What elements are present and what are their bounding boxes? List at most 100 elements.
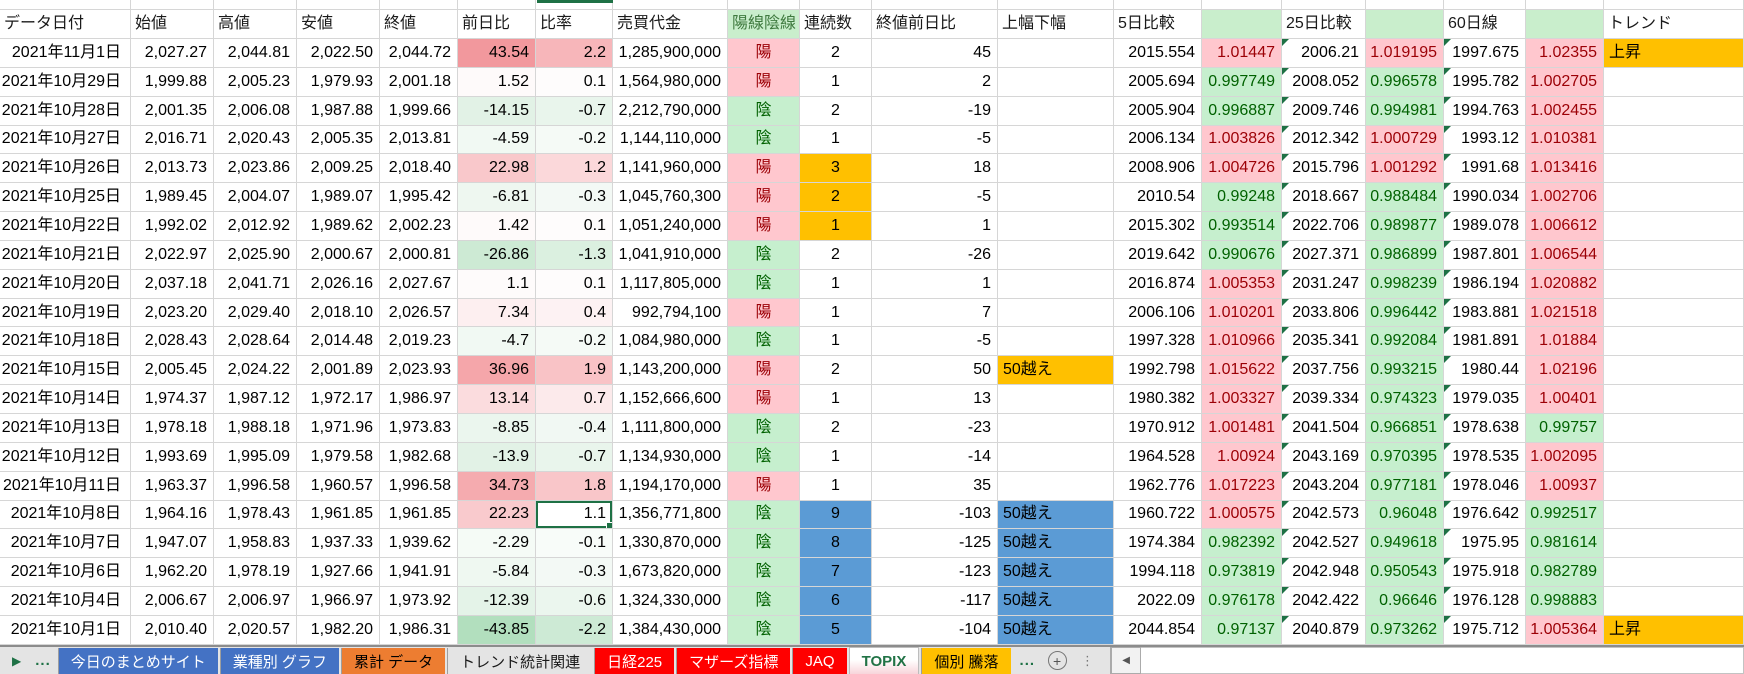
column-header-ratio_25d[interactable] bbox=[1366, 10, 1444, 39]
scroll-left-button[interactable]: ◀ bbox=[1111, 647, 1142, 674]
cell-chg[interactable]: -2.29 bbox=[458, 529, 536, 559]
cell-candle[interactable]: 陰 bbox=[728, 327, 800, 357]
cell-high[interactable]: 2,028.64 bbox=[214, 327, 297, 357]
cell-trend[interactable] bbox=[1604, 240, 1744, 270]
column-header-date[interactable]: データ日付 bbox=[0, 10, 131, 39]
cell-d25[interactable]: 2027.371 bbox=[1282, 240, 1366, 270]
cell-candle[interactable]: 陰 bbox=[728, 442, 800, 472]
cell-streak[interactable]: 1 bbox=[800, 212, 872, 241]
cell-candle[interactable]: 陰 bbox=[728, 500, 800, 530]
cell-streak[interactable]: 2 bbox=[800, 96, 872, 126]
cell-high[interactable]: 2,012.92 bbox=[214, 212, 297, 241]
cell-low[interactable]: 1,989.62 bbox=[297, 212, 380, 241]
cell-flag[interactable]: 50越え bbox=[998, 558, 1114, 588]
cell-d60[interactable]: 1980.44 bbox=[1444, 356, 1526, 386]
cell-d60[interactable]: 1976.642 bbox=[1444, 500, 1526, 530]
cell-low[interactable]: 2,018.10 bbox=[297, 298, 380, 328]
cell-value[interactable]: 2,212,790,000 bbox=[613, 96, 728, 126]
column-header-range_flag[interactable]: 上幅下幅 bbox=[998, 10, 1114, 39]
cell-close_chg[interactable]: -125 bbox=[872, 529, 998, 559]
cell-chg[interactable]: -6.81 bbox=[458, 183, 536, 213]
cell-r5[interactable]: 1.000575 bbox=[1202, 500, 1282, 530]
cell-date[interactable]: 2021年10月13日 bbox=[0, 413, 131, 443]
cell-value[interactable]: 1,285,900,000 bbox=[613, 39, 728, 68]
cell-date[interactable]: 2021年10月27日 bbox=[0, 125, 131, 155]
cell-pct[interactable]: 0.1 bbox=[536, 212, 613, 241]
cell-r25[interactable]: 0.992084 bbox=[1366, 327, 1444, 357]
cell-open[interactable]: 1,962.20 bbox=[131, 558, 214, 588]
column-header-open[interactable]: 始値 bbox=[131, 10, 214, 39]
cell-value[interactable]: 1,194,170,000 bbox=[613, 471, 728, 501]
cell-d5[interactable]: 2006.106 bbox=[1114, 298, 1202, 328]
cell-r60[interactable]: 1.002095 bbox=[1526, 442, 1604, 472]
cell-d5[interactable]: 1964.528 bbox=[1114, 442, 1202, 472]
cell-date[interactable]: 2021年10月18日 bbox=[0, 327, 131, 357]
cell-pct[interactable]: 1.8 bbox=[536, 471, 613, 501]
cell-r25[interactable]: 0.989877 bbox=[1366, 212, 1444, 241]
cell-r5[interactable]: 1.010201 bbox=[1202, 298, 1282, 328]
cell-r60[interactable]: 1.006544 bbox=[1526, 240, 1604, 270]
cell-date[interactable]: 2021年10月8日 bbox=[0, 500, 131, 530]
cell-streak[interactable]: 1 bbox=[800, 298, 872, 328]
cell-pct[interactable]: -0.7 bbox=[536, 442, 613, 472]
cell-d60[interactable]: 1986.194 bbox=[1444, 269, 1526, 299]
cell-date[interactable]: 2021年10月19日 bbox=[0, 298, 131, 328]
cell-streak[interactable]: 2 bbox=[800, 240, 872, 270]
cell-high[interactable]: 2,006.08 bbox=[214, 96, 297, 126]
cell-close[interactable]: 2,000.81 bbox=[380, 240, 458, 270]
cell-high[interactable]: 2,020.43 bbox=[214, 125, 297, 155]
cell-open[interactable]: 2,010.40 bbox=[131, 615, 214, 645]
cell-open[interactable]: 2,028.43 bbox=[131, 327, 214, 357]
cell-streak[interactable]: 2 bbox=[800, 356, 872, 386]
cell-close[interactable]: 1,939.62 bbox=[380, 529, 458, 559]
cell-open[interactable]: 2,016.71 bbox=[131, 125, 214, 155]
cell-d60[interactable]: 1975.712 bbox=[1444, 615, 1526, 645]
cell-streak[interactable]: 8 bbox=[800, 529, 872, 559]
cell-low[interactable]: 2,014.48 bbox=[297, 327, 380, 357]
cell-pct[interactable]: -0.3 bbox=[536, 558, 613, 588]
cell-chg[interactable]: -8.85 bbox=[458, 413, 536, 443]
cell-flag[interactable] bbox=[998, 183, 1114, 213]
cell-high[interactable]: 1,995.09 bbox=[214, 442, 297, 472]
cell-r60[interactable]: 1.020882 bbox=[1526, 269, 1604, 299]
cell-date[interactable]: 2021年10月21日 bbox=[0, 240, 131, 270]
cell-d25[interactable]: 2018.667 bbox=[1282, 183, 1366, 213]
column-header-close_change[interactable]: 終値前日比 bbox=[872, 10, 998, 39]
cell-r5[interactable]: 1.015622 bbox=[1202, 356, 1282, 386]
kebab-menu-icon[interactable]: ⋮ bbox=[1081, 652, 1095, 668]
cell-trend[interactable] bbox=[1604, 587, 1744, 616]
cell-r5[interactable]: 0.996887 bbox=[1202, 96, 1282, 126]
cell-close[interactable]: 1,973.92 bbox=[380, 587, 458, 616]
cell-pct[interactable]: 0.1 bbox=[536, 269, 613, 299]
cell-chg[interactable]: 1.52 bbox=[458, 67, 536, 97]
cell-high[interactable]: 2,006.97 bbox=[214, 587, 297, 616]
cell-value[interactable]: 1,384,430,000 bbox=[613, 615, 728, 645]
sheet-tab-individual-updown[interactable]: 個別 騰落 bbox=[921, 648, 1011, 674]
cell-d60[interactable]: 1991.68 bbox=[1444, 154, 1526, 184]
cell-flag[interactable] bbox=[998, 67, 1114, 97]
cell-value[interactable]: 1,330,870,000 bbox=[613, 529, 728, 559]
cell-r60[interactable]: 1.00401 bbox=[1526, 385, 1604, 414]
cell-d5[interactable]: 1992.798 bbox=[1114, 356, 1202, 386]
cell-pct[interactable]: -0.4 bbox=[536, 413, 613, 443]
cell-chg[interactable]: -4.7 bbox=[458, 327, 536, 357]
cell-candle[interactable]: 陰 bbox=[728, 413, 800, 443]
cell-pct[interactable]: -0.2 bbox=[536, 125, 613, 155]
cell-r5[interactable]: 0.99248 bbox=[1202, 183, 1282, 213]
cell-d25[interactable]: 2008.052 bbox=[1282, 67, 1366, 97]
cell-open[interactable]: 2,013.73 bbox=[131, 154, 214, 184]
cell-trend[interactable] bbox=[1604, 327, 1744, 357]
cell-high[interactable]: 1,988.18 bbox=[214, 413, 297, 443]
cell-r25[interactable]: 0.966851 bbox=[1366, 413, 1444, 443]
cell-low[interactable]: 1,971.96 bbox=[297, 413, 380, 443]
cell-close_chg[interactable]: 13 bbox=[872, 385, 998, 414]
cell-trend[interactable]: 上昇 bbox=[1604, 615, 1744, 645]
cell-open[interactable]: 1,964.16 bbox=[131, 500, 214, 530]
column-header-compare_25d[interactable]: 25日比較 bbox=[1282, 10, 1366, 39]
cell-value[interactable]: 1,084,980,000 bbox=[613, 327, 728, 357]
cell-close_chg[interactable]: -26 bbox=[872, 240, 998, 270]
cell-high[interactable]: 2,029.40 bbox=[214, 298, 297, 328]
cell-high[interactable]: 2,025.90 bbox=[214, 240, 297, 270]
cell-close[interactable]: 2,023.93 bbox=[380, 356, 458, 386]
cell-pct[interactable]: 0.7 bbox=[536, 385, 613, 414]
